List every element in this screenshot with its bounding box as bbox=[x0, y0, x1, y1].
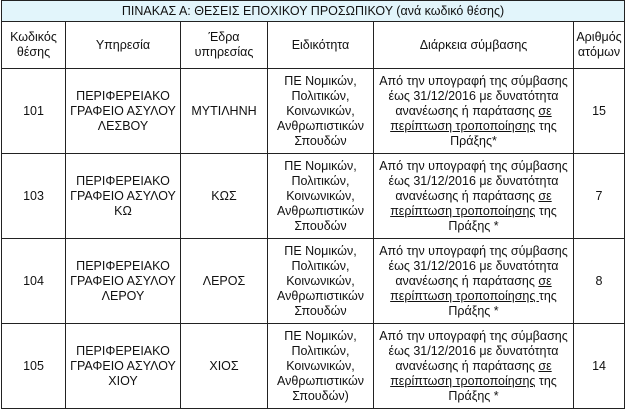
header-service: Υπηρεσία bbox=[65, 21, 181, 69]
cell-seat: ΧΙΟΣ bbox=[180, 323, 268, 409]
header-code: Κωδικός θέσης bbox=[1, 21, 66, 69]
seat-text: ΧΙΟΣ bbox=[209, 358, 239, 373]
count-text: 8 bbox=[595, 273, 603, 288]
service-text: ΠΕΡΙΦΕΡΕΙΑΚΟ ΓΡΑΦΕΙΟ ΑΣΥΛΟΥ ΧΙΟΥ bbox=[70, 343, 176, 388]
seat-text: ΛΕΡΟΣ bbox=[202, 273, 246, 288]
table-row: 104 ΠΕΡΙΦΕΡΕΙΑΚΟ ΓΡΑΦΕΙΟ ΑΣΥΛΟΥ ΛΕΡΟΥ ΛΕΡΟ… bbox=[1, 238, 625, 324]
header-count: Αριθμός ατόμων bbox=[572, 21, 625, 69]
count-text: 14 bbox=[592, 358, 606, 373]
cell-code: 103 bbox=[1, 153, 66, 239]
cell-duration: Από την υπογραφή της σύμβασης έως 31/12/… bbox=[373, 323, 574, 409]
duration_b-text: της Πράξης * bbox=[448, 288, 557, 318]
code-text: 103 bbox=[23, 188, 44, 203]
duration_b-text: της Πράξης * bbox=[448, 373, 557, 403]
duration_a-text: Από την υπογραφή της σύμβασης έως 31/12/… bbox=[379, 73, 568, 118]
table-title: ΠΙΝΑΚΑΣ Α: ΘΕΣΕΙΣ ΕΠΟΧΙΚΟΥ ΠΡΟΣΩΠΙΚΟΥ (α… bbox=[0, 0, 625, 22]
cell-specialty: ΠΕ Νομικών, Πολιτικών, Κοινωνικών, Ανθρω… bbox=[267, 68, 374, 154]
cell-count: 8 bbox=[572, 238, 625, 324]
underlined-text: σε περίπτωση τροποποίησης bbox=[390, 358, 552, 388]
seat-text: ΚΩΣ bbox=[211, 188, 237, 203]
cell-count: 7 bbox=[572, 153, 625, 239]
table-row: 105 ΠΕΡΙΦΕΡΕΙΑΚΟ ΓΡΑΦΕΙΟ ΑΣΥΛΟΥ ΧΙΟΥ ΧΙΟΣ Π… bbox=[1, 323, 625, 409]
header-duration: Διάρκεια σύμβασης bbox=[373, 21, 574, 69]
cell-service: ΠΕΡΙΦΕΡΕΙΑΚΟ ΓΡΑΦΕΙΟ ΑΣΥΛΟΥ ΧΙΟΥ bbox=[65, 323, 181, 409]
count-text: 7 bbox=[595, 188, 603, 203]
cell-count: 15 bbox=[572, 68, 625, 154]
cell-specialty: ΠΕ Νομικών, Πολιτικών, Κοινωνικών, Ανθρω… bbox=[267, 238, 374, 324]
table-row: 101 ΠΕΡΙΦΕΡΕΙΑΚΟ ΓΡΑΦΕΙΟ ΑΣΥΛΟΥ ΛΕΣΒΟΥ ΜΥΤ… bbox=[1, 68, 625, 154]
header-seat: Έδρα υπηρεσίας bbox=[180, 21, 268, 69]
code-text: 101 bbox=[23, 103, 44, 118]
cell-service: ΠΕΡΙΦΕΡΕΙΑΚΟ ΓΡΑΦΕΙΟ ΑΣΥΛΟΥ ΚΩ bbox=[65, 153, 181, 239]
duration_b-text: της Πράξης* bbox=[450, 118, 557, 148]
code-text: 105 bbox=[23, 358, 44, 373]
cell-code: 104 bbox=[1, 238, 66, 324]
duration_a-text: Από την υπογραφή της σύμβασης έως 31/12/… bbox=[379, 243, 568, 288]
specialty-text: ΠΕ Νομικών, Πολιτικών, Κοινωνικών, Ανθρω… bbox=[277, 73, 364, 148]
underlined-text: σε περίπτωση τροποποίησης bbox=[390, 103, 552, 133]
cell-code: 105 bbox=[1, 323, 66, 409]
underlined-text: σε περίπτωση τροποποίησης bbox=[390, 273, 552, 303]
cell-seat: ΛΕΡΟΣ bbox=[180, 238, 268, 324]
cell-duration: Από την υπογραφή της σύμβασης έως 31/12/… bbox=[373, 238, 574, 324]
code-text: 104 bbox=[23, 273, 44, 288]
cell-service: ΠΕΡΙΦΕΡΕΙΑΚΟ ΓΡΑΦΕΙΟ ΑΣΥΛΟΥ ΛΕΡΟΥ bbox=[65, 238, 181, 324]
cell-seat: ΜΥΤΙΛΗΝΗ bbox=[180, 68, 268, 154]
specialty-text: ΠΕ Νομικών, Πολιτικών, Κοινωνικών, Ανθρω… bbox=[277, 328, 364, 403]
service-text: ΠΕΡΙΦΕΡΕΙΑΚΟ ΓΡΑΦΕΙΟ ΑΣΥΛΟΥ ΛΕΡΟΥ bbox=[70, 258, 176, 303]
cell-duration: Από την υπογραφή της σύμβασης έως 31/12/… bbox=[373, 153, 574, 239]
cell-specialty: ΠΕ Νομικών, Πολιτικών, Κοινωνικών, Ανθρω… bbox=[267, 323, 374, 409]
underlined-text: σε περίπτωση τροποποίησης bbox=[390, 188, 552, 218]
header-specialty: Ειδικότητα bbox=[267, 21, 374, 69]
cell-count: 14 bbox=[572, 323, 625, 409]
seat-text: ΜΥΤΙΛΗΝΗ bbox=[191, 103, 257, 118]
specialty-text: ΠΕ Νομικών, Πολιτικών, Κοινωνικών, Ανθρω… bbox=[277, 158, 364, 233]
service-text: ΠΕΡΙΦΕΡΕΙΑΚΟ ΓΡΑΦΕΙΟ ΑΣΥΛΟΥ ΚΩ bbox=[70, 173, 176, 218]
specialty-text: ΠΕ Νομικών, Πολιτικών, Κοινωνικών, Ανθρω… bbox=[277, 243, 364, 318]
cell-seat: ΚΩΣ bbox=[180, 153, 268, 239]
cell-duration: Από την υπογραφή της σύμβασης έως 31/12/… bbox=[373, 68, 574, 154]
header-row: Κωδικός θέσης Υπηρεσία Έδρα υπηρεσίας Ει… bbox=[1, 21, 625, 69]
duration_a-text: Από την υπογραφή της σύμβασης έως 31/12/… bbox=[379, 328, 568, 373]
duration_b-text: της Πράξης * bbox=[448, 203, 557, 233]
table-row: 103 ΠΕΡΙΦΕΡΕΙΑΚΟ ΓΡΑΦΕΙΟ ΑΣΥΛΟΥ ΚΩ ΚΩΣ ΠΕ Ν… bbox=[1, 153, 625, 239]
cell-code: 101 bbox=[1, 68, 66, 154]
duration_a-text: Από την υπογραφή της σύμβασης έως 31/12/… bbox=[379, 158, 568, 203]
cell-specialty: ΠΕ Νομικών, Πολιτικών, Κοινωνικών, Ανθρω… bbox=[267, 153, 374, 239]
cell-service: ΠΕΡΙΦΕΡΕΙΑΚΟ ΓΡΑΦΕΙΟ ΑΣΥΛΟΥ ΛΕΣΒΟΥ bbox=[65, 68, 181, 154]
count-text: 15 bbox=[592, 103, 606, 118]
service-text: ΠΕΡΙΦΕΡΕΙΑΚΟ ΓΡΑΦΕΙΟ ΑΣΥΛΟΥ ΛΕΣΒΟΥ bbox=[70, 88, 176, 133]
